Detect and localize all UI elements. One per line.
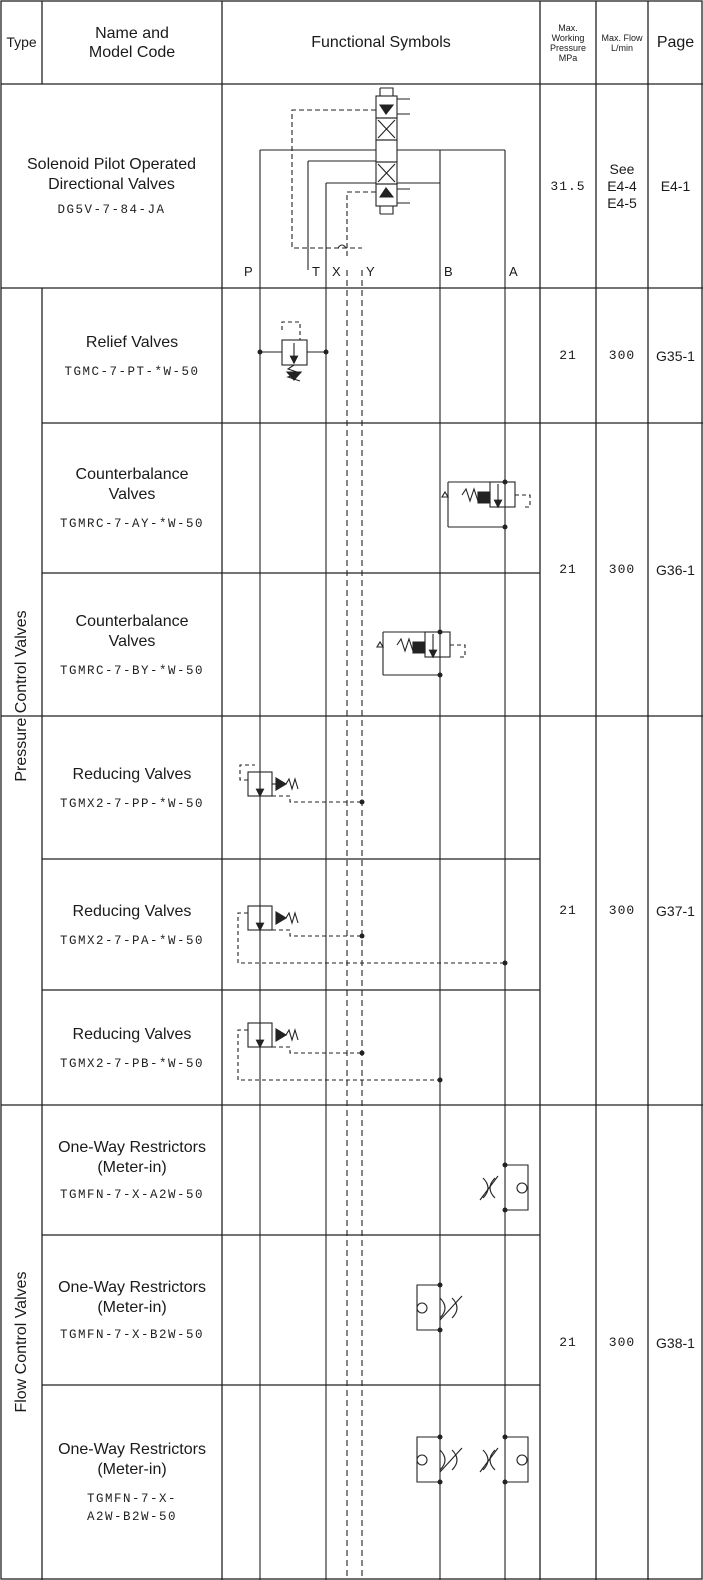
spec-page: G38-1 bbox=[656, 1334, 695, 1351]
model-code: TGMFN-7-X- bbox=[86, 1491, 177, 1506]
port-label-b: B bbox=[444, 264, 453, 279]
spec-pressure: 21 bbox=[559, 562, 577, 577]
header-type: Type bbox=[6, 34, 37, 50]
header-pressure-3: Pressure bbox=[549, 42, 586, 53]
model-code: DG5V-7-84-JA bbox=[57, 203, 166, 217]
spec-flow: 300 bbox=[608, 903, 636, 918]
row-restrictor-b-name: One-Way Restrictors (Meter-in) TGMFN-7-X… bbox=[42, 1235, 222, 1385]
model-code: TGMFN-7-X-A2W-50 bbox=[59, 1188, 205, 1202]
name-line: Reducing Valves bbox=[72, 902, 192, 920]
header-pressure-1: Max. bbox=[558, 22, 578, 33]
name-line: (Meter-in) bbox=[97, 1299, 167, 1316]
name-line: Counterbalance bbox=[75, 466, 189, 483]
header-name-line2: Model Code bbox=[88, 43, 176, 61]
model-code: TGMRC-7-BY-*W-50 bbox=[59, 663, 205, 678]
header-page: Page bbox=[656, 34, 695, 51]
row-counterbalance-by-name: Counterbalance Valves TGMRC-7-BY-*W-50 bbox=[42, 573, 222, 716]
name-line: One-Way Restrictors bbox=[58, 1279, 206, 1296]
name-line: (Meter-in) bbox=[97, 1460, 167, 1478]
name-line: One-Way Restrictors bbox=[58, 1440, 206, 1458]
model-code: A2W-B2W-50 bbox=[86, 1509, 177, 1524]
name-line: Directional Valves bbox=[48, 176, 175, 193]
row-reducing-pa-name: Reducing Valves TGMX2-7-PA-*W-50 bbox=[42, 859, 222, 990]
model-code: TGMX2-7-PA-*W-50 bbox=[59, 933, 205, 948]
group-label-pressure: Pressure Control Valves bbox=[13, 610, 30, 782]
spec-page: G36-1 bbox=[656, 561, 695, 578]
spec-pressure: 21 bbox=[559, 348, 577, 363]
row-restrictor-ab-name: One-Way Restrictors (Meter-in) TGMFN-7-X… bbox=[42, 1385, 222, 1580]
header-pressure-4: MPa bbox=[558, 52, 578, 63]
model-code: TGMRC-7-AY-*W-50 bbox=[59, 517, 205, 531]
row-counterbalance-ay-name: Counterbalance Valves TGMRC-7-AY-*W-50 bbox=[42, 423, 222, 573]
header-name-code: Name and Model Code bbox=[42, 1, 222, 84]
model-code: TGMFN-7-X-B2W-50 bbox=[59, 1328, 205, 1342]
spec-flow-line: See bbox=[609, 160, 635, 177]
port-label-y: Y bbox=[366, 264, 375, 279]
group-label-flow: Flow Control Valves bbox=[13, 1271, 30, 1413]
name-line: Solenoid Pilot Operated bbox=[27, 156, 196, 173]
name-line: Reducing Valves bbox=[72, 1025, 192, 1043]
port-label-p: P bbox=[244, 264, 253, 279]
header-name-line1: Name and bbox=[95, 24, 169, 42]
row-restrictor-a-name: One-Way Restrictors (Meter-in) TGMFN-7-X… bbox=[42, 1105, 222, 1235]
model-code: TGMC-7-PT-*W-50 bbox=[64, 364, 200, 379]
spec-page: E4-1 bbox=[660, 178, 691, 194]
spec-page: G35-1 bbox=[656, 347, 695, 364]
row-relief-name: Relief Valves TGMC-7-PT-*W-50 bbox=[42, 288, 222, 423]
spec-flow: 300 bbox=[608, 562, 636, 577]
spec-flow: 300 bbox=[608, 348, 636, 363]
spec-flow-line: E4-4 bbox=[607, 177, 637, 194]
name-line: Reducing Valves bbox=[72, 765, 192, 783]
row-reducing-pb-name: Reducing Valves TGMX2-7-PB-*W-50 bbox=[42, 990, 222, 1105]
port-label-a: A bbox=[509, 264, 518, 279]
spec-flow: 300 bbox=[608, 1335, 636, 1350]
spec-pressure: 31.5 bbox=[550, 178, 586, 194]
header-flow-1: Max. Flow bbox=[601, 32, 643, 43]
name-line: Counterbalance bbox=[75, 612, 189, 630]
row-reducing-pp-name: Reducing Valves TGMX2-7-PP-*W-50 bbox=[42, 716, 222, 859]
spec-pressure: 21 bbox=[559, 903, 577, 918]
header-flow: Max. Flow L/min bbox=[596, 1, 648, 84]
header-symbols: Functional Symbols bbox=[311, 34, 451, 51]
port-label-t: T bbox=[312, 264, 320, 279]
row-directional-name: Solenoid Pilot Operated Directional Valv… bbox=[1, 84, 222, 288]
spec-flow-line: E4-5 bbox=[607, 194, 637, 211]
header-pressure: Max. Working Pressure MPa bbox=[540, 1, 596, 84]
spec-flow: See E4-4 E4-5 bbox=[596, 84, 648, 288]
name-line: Valves bbox=[108, 486, 156, 503]
name-line: Relief Valves bbox=[85, 333, 179, 351]
spec-pressure: 21 bbox=[559, 1335, 577, 1350]
name-line: Valves bbox=[108, 632, 156, 650]
model-code: TGMX2-7-PP-*W-50 bbox=[59, 796, 205, 811]
model-code: TGMX2-7-PB-*W-50 bbox=[59, 1056, 205, 1071]
header-pressure-2: Working bbox=[551, 32, 585, 43]
name-line: (Meter-in) bbox=[97, 1159, 167, 1176]
header-flow-2: L/min bbox=[610, 42, 633, 53]
name-line: One-Way Restrictors bbox=[58, 1139, 206, 1156]
port-label-x: X bbox=[332, 264, 341, 279]
spec-page: G37-1 bbox=[656, 902, 695, 919]
